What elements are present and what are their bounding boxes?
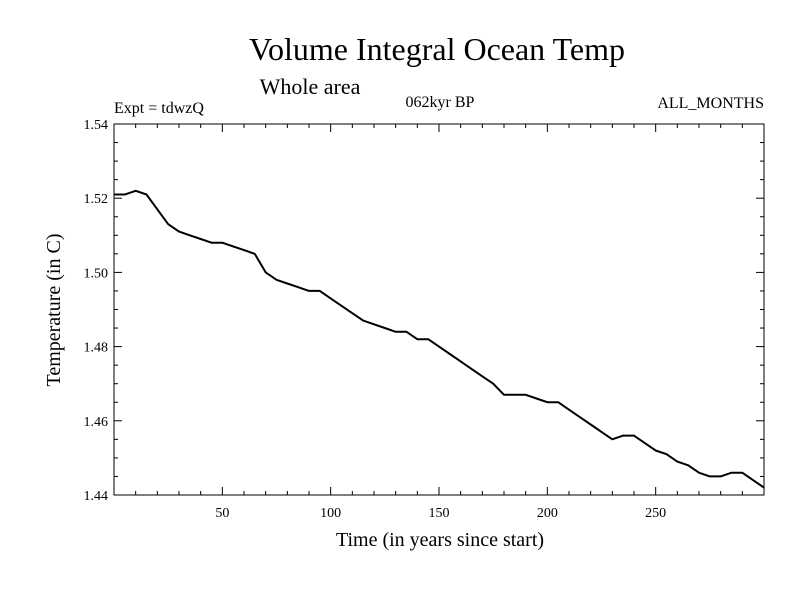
- experiment-label: Expt = tdwzQ: [114, 100, 204, 117]
- chart-subtitle: Whole area: [260, 74, 361, 99]
- x-axis: 50 100 150 200 250: [135, 124, 743, 521]
- x-tick-label: 100: [320, 506, 341, 521]
- y-tick-label: 1.50: [84, 266, 109, 281]
- y-tick-label: 1.44: [84, 489, 109, 504]
- y-tick-label: 1.54: [84, 118, 109, 133]
- y-axis-label: Temperature (in C): [43, 234, 65, 387]
- x-tick-label: 50: [215, 506, 229, 521]
- y-tick-label: 1.48: [84, 341, 109, 356]
- y-axis: 1.44 1.46 1.48 1.50 1.52 1.54: [84, 118, 764, 504]
- chart-title: Volume Integral Ocean Temp: [249, 31, 625, 67]
- x-tick-label: 250: [645, 506, 666, 521]
- plot-frame: [113, 123, 765, 496]
- period-label: 062kyr BP: [406, 94, 475, 111]
- y-tick-label: 1.46: [84, 415, 109, 430]
- x-tick-label: 150: [429, 506, 450, 521]
- months-label: ALL_MONTHS: [657, 95, 764, 112]
- x-tick-label: 200: [537, 506, 558, 521]
- plot-area: [113, 123, 765, 496]
- series-line: [114, 189, 765, 489]
- y-tick-label: 1.52: [84, 192, 109, 207]
- x-axis-label: Time (in years since start): [336, 529, 544, 551]
